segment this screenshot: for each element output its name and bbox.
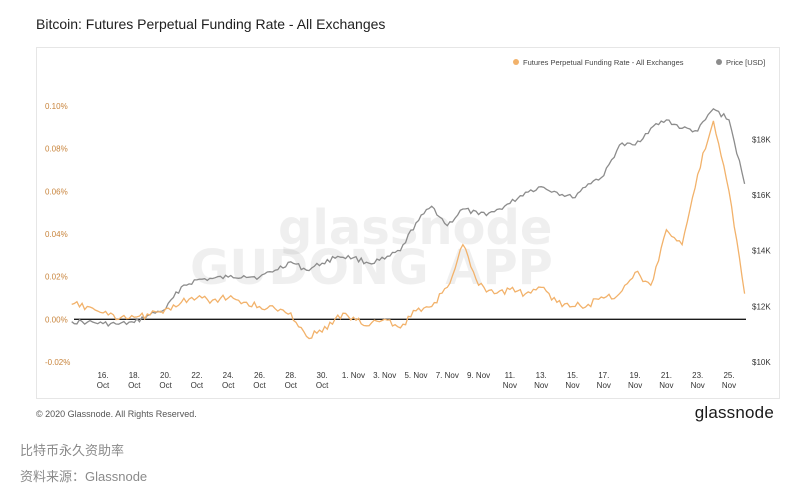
x-axis-tick-label-month: Nov — [534, 381, 548, 390]
x-axis-tick-label-month: Oct — [191, 381, 204, 390]
x-axis-tick-label-month: Oct — [97, 381, 110, 390]
x-axis-tick-label-month: Oct — [253, 381, 266, 390]
x-axis-tick-label: 18. — [129, 371, 140, 380]
right-axis-tick-label: $14K — [752, 247, 771, 256]
x-axis-tick-label: 30. — [317, 371, 328, 380]
x-axis-tick-label: 7. Nov — [436, 371, 459, 380]
watermark-line1: glassnode — [278, 200, 552, 256]
x-axis-tick-label-month: Oct — [159, 381, 172, 390]
x-axis-tick-label-month: Nov — [503, 381, 517, 390]
x-axis-tick-label-month: Nov — [628, 381, 642, 390]
legend-price-marker — [716, 59, 722, 65]
chart-panel — [36, 47, 780, 399]
left-axis-tick-label: 0.02% — [45, 273, 68, 282]
x-axis-tick-label: 21. — [661, 371, 672, 380]
left-axis-tick-label: 0.04% — [45, 230, 68, 239]
x-axis-tick-label: 23. — [692, 371, 703, 380]
chart-title: Bitcoin: Futures Perpetual Funding Rate … — [36, 16, 386, 32]
watermark-line2: GUDONG APP — [190, 240, 553, 296]
chart-legend: Futures Perpetual Funding Rate - All Exc… — [513, 58, 765, 67]
left-axis-tick-label: 0.06% — [45, 187, 68, 196]
left-axis: -0.02% 0.00% 0.02% 0.04% 0.06% 0.08% 0.10% — [45, 102, 70, 367]
left-axis-tick-label: 0.10% — [45, 102, 68, 111]
x-axis: 16.Oct18.Oct20.Oct22.Oct24.Oct26.Oct28.O… — [97, 371, 736, 390]
right-axis-tick-label: $10K — [752, 358, 771, 367]
x-axis-tick-label: 11. — [505, 371, 516, 380]
x-axis-tick-label: 1. Nov — [342, 371, 365, 380]
watermark: glassnode GUDONG APP — [190, 200, 553, 296]
legend-funding-marker — [513, 59, 519, 65]
x-axis-tick-label-month: Oct — [222, 381, 235, 390]
copyright-text: © 2020 Glassnode. All Rights Reserved. — [36, 409, 197, 419]
x-axis-tick-label-month: Oct — [285, 381, 298, 390]
funding-rate-series-line — [71, 120, 746, 340]
glassnode-logo: glassnode — [694, 403, 774, 422]
caption-source: 资料来源：Glassnode — [20, 469, 148, 484]
x-axis-tick-label-month: Nov — [565, 381, 579, 390]
left-axis-tick-label: 0.08% — [45, 145, 68, 154]
x-axis-tick-label-month: Nov — [722, 381, 736, 390]
x-axis-tick-label: 28. — [285, 371, 296, 380]
x-axis-tick-label: 25. — [723, 371, 734, 380]
x-axis-tick-label: 22. — [191, 371, 202, 380]
x-axis-tick-label-month: Nov — [691, 381, 705, 390]
x-axis-tick-label: 15. — [567, 371, 578, 380]
x-axis-tick-label-month: Nov — [597, 381, 611, 390]
legend-funding-label: Futures Perpetual Funding Rate - All Exc… — [523, 58, 684, 67]
x-axis-tick-label: 19. — [630, 371, 641, 380]
right-axis: $10K $12K $14K $16K $18K — [752, 135, 771, 367]
caption-title: 比特币永久资助率 — [20, 443, 125, 458]
x-axis-tick-label: 16. — [97, 371, 108, 380]
x-axis-tick-label-month: Nov — [659, 381, 673, 390]
x-axis-tick-label: 20. — [160, 371, 171, 380]
x-axis-tick-label: 17. — [598, 371, 609, 380]
x-axis-tick-label: 3. Nov — [373, 371, 396, 380]
legend-price-label: Price [USD] — [726, 58, 765, 67]
x-axis-tick-label: 9. Nov — [467, 371, 490, 380]
x-axis-tick-label-month: Oct — [128, 381, 141, 390]
price-series-line — [71, 107, 746, 328]
right-axis-tick-label: $18K — [752, 135, 771, 144]
left-axis-tick-label: 0.00% — [45, 315, 68, 324]
x-axis-tick-label: 5. Nov — [404, 371, 427, 380]
right-axis-tick-label: $16K — [752, 191, 771, 200]
x-axis-tick-label-month: Oct — [316, 381, 329, 390]
x-axis-tick-label: 13. — [536, 371, 547, 380]
x-axis-tick-label: 24. — [223, 371, 234, 380]
x-axis-tick-label: 26. — [254, 371, 265, 380]
left-axis-tick-label: -0.02% — [45, 358, 70, 367]
right-axis-tick-label: $12K — [752, 302, 771, 311]
